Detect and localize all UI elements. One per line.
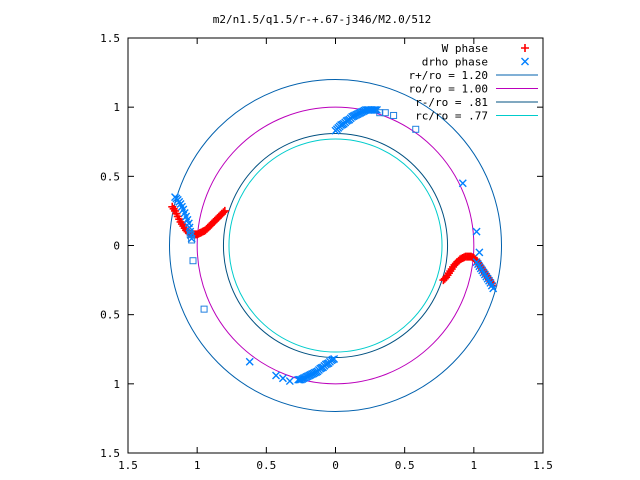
drho-square-marker: [200, 305, 208, 313]
drho-phase-point: [472, 227, 481, 236]
y-tick-label: 1: [113, 378, 120, 391]
drho-phase-point: [285, 377, 294, 386]
y-tick-label: 0.5: [100, 170, 120, 183]
y-axis: 1.5 1 0.5 0 0.5 1 1.5: [100, 32, 543, 460]
drho-phase-point: [245, 357, 254, 366]
circle-rc: [228, 138, 443, 353]
drho-phase-point: [371, 105, 380, 114]
y-tick-label: 0.5: [100, 309, 120, 322]
reference-circles: [169, 79, 502, 412]
w-phase-point: [219, 208, 228, 217]
drho-phase-point: [330, 354, 339, 363]
legend-label: drho phase: [422, 56, 488, 69]
y-tick-label: 1.5: [100, 32, 120, 45]
drho-phase-point: [278, 374, 287, 383]
legend-label: W phase: [442, 42, 488, 55]
drho-phase-point: [475, 248, 484, 257]
drho-phase-point: [458, 179, 467, 188]
drho-phase-point: [272, 371, 281, 380]
circle-r: [169, 79, 502, 412]
x-tick-label: 0.5: [256, 459, 276, 472]
drho-square-marker: [381, 109, 389, 117]
x-tick-label: 1: [194, 459, 201, 472]
legend-label: ro/ro = 1.00: [409, 83, 488, 96]
legend-swatch: [521, 57, 529, 66]
legend-label: r+/ro = 1.20: [409, 69, 488, 82]
circle-ro: [196, 106, 475, 385]
drho-phase-point: [489, 284, 498, 293]
drho-square-marker: [412, 125, 420, 133]
drho-square-marker: [390, 111, 398, 119]
chart-title: m2/n1.5/q1.5/r-+.67-j346/M2.0/512: [213, 13, 432, 26]
drho-phase-point: [187, 234, 196, 243]
x-tick-label: 1: [471, 459, 478, 472]
w-phase-point: [220, 206, 229, 215]
drho-square-marker: [188, 236, 196, 244]
y-tick-label: 1.5: [100, 447, 120, 460]
x-axis: 1.5 1 0.5 0 0.5 1 1.5: [118, 38, 553, 472]
x-tick-label: 1.5: [533, 459, 553, 472]
y-tick-label: 1: [113, 101, 120, 114]
x-tick-label: 1.5: [118, 459, 138, 472]
circle-r: [222, 132, 449, 359]
x-tick-label: 0: [332, 459, 339, 472]
legend-label: rc/ro = .77: [415, 110, 488, 123]
y-tick-label: 0: [113, 240, 120, 253]
x-tick-label: 0.5: [395, 459, 415, 472]
drho-phase-series: [171, 105, 498, 386]
legend-label: r-/ro = .81: [415, 96, 488, 109]
legend-swatch: [521, 44, 529, 52]
drho-square-marker: [189, 257, 197, 265]
